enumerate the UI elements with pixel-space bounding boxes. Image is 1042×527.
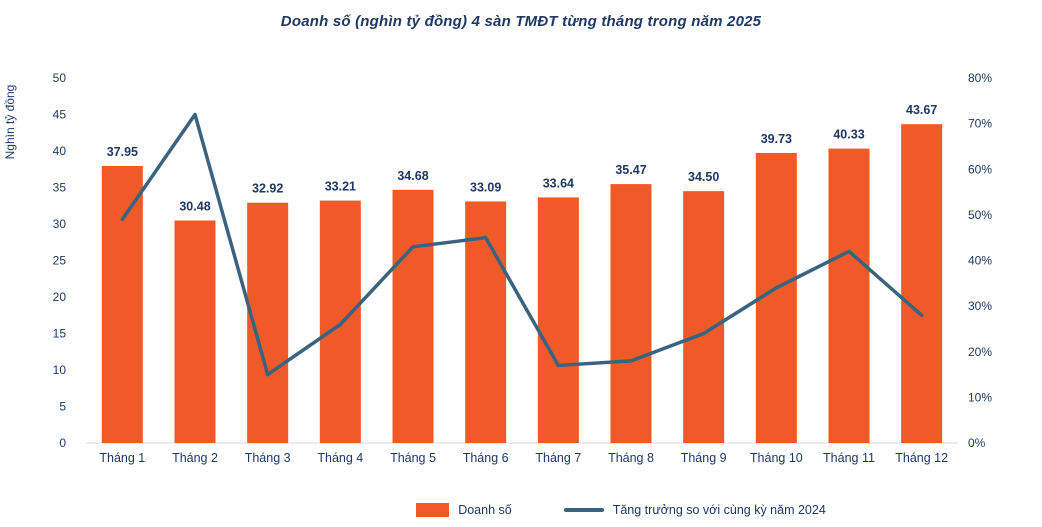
bar-value-label: 37.95 bbox=[107, 145, 138, 159]
bar-thang-4 bbox=[319, 200, 361, 443]
legend-item-doanh-so: Doanh số bbox=[416, 503, 512, 517]
bar-thang-7 bbox=[537, 197, 579, 443]
bar-value-label: 30.48 bbox=[179, 199, 210, 213]
y-right-tick-label: 40% bbox=[968, 254, 992, 268]
x-category-label: Tháng 12 bbox=[895, 451, 948, 465]
bar-value-label: 35.47 bbox=[615, 163, 646, 177]
y-left-tick-label: 40 bbox=[53, 144, 67, 158]
x-category-label: Tháng 2 bbox=[172, 451, 218, 465]
bar-thang-12 bbox=[901, 124, 943, 444]
y-right-tick-label: 0% bbox=[968, 436, 986, 450]
y-right-tick-label: 80% bbox=[968, 71, 992, 85]
legend-line-label: Tăng trưởng so với cùng kỳ năm 2024 bbox=[612, 503, 826, 517]
y-axis-title: Nghìn tỷ đồng bbox=[3, 85, 17, 160]
chart-title: Doanh số (nghìn tỷ đồng) 4 sàn TMĐT từng… bbox=[280, 13, 762, 30]
bar-thang-6 bbox=[465, 201, 507, 443]
chart-legend: Doanh số Tăng trưởng so với cùng kỳ năm … bbox=[100, 503, 1042, 517]
x-category-label: Tháng 7 bbox=[535, 451, 581, 465]
y-left-tick-label: 15 bbox=[53, 327, 67, 341]
y-left-tick-label: 30 bbox=[53, 217, 67, 231]
bar-thang-9 bbox=[683, 191, 725, 443]
x-category-label: Tháng 1 bbox=[99, 451, 145, 465]
y-right-tick-label: 70% bbox=[968, 117, 992, 131]
y-left-tick-label: 25 bbox=[53, 254, 67, 268]
bar-value-label: 39.73 bbox=[761, 132, 792, 146]
bar-value-label: 33.09 bbox=[470, 180, 501, 194]
bar-thang-11 bbox=[828, 148, 870, 443]
growth-line bbox=[120, 112, 924, 377]
x-category-label: Tháng 5 bbox=[390, 451, 436, 465]
bar-thang-8 bbox=[610, 184, 652, 443]
bar-value-label: 40.33 bbox=[833, 128, 864, 142]
x-category-label: Tháng 3 bbox=[245, 451, 291, 465]
y-right-tick-label: 50% bbox=[968, 208, 992, 222]
bar-series-swatch-icon bbox=[416, 503, 450, 517]
legend-item-tang-truong: Tăng trưởng so với cùng kỳ năm 2024 bbox=[563, 503, 826, 517]
bar-value-label: 34.68 bbox=[397, 169, 428, 183]
bar-value-label: 34.50 bbox=[688, 170, 719, 184]
x-category-label: Tháng 6 bbox=[463, 451, 509, 465]
y-left-tick-label: 35 bbox=[53, 181, 67, 195]
y-left-tick-label: 45 bbox=[53, 108, 67, 122]
y-left-tick-label: 20 bbox=[53, 290, 67, 304]
y-left-tick-label: 0 bbox=[59, 436, 66, 450]
y-left-tick-label: 50 bbox=[53, 71, 67, 85]
legend-bar-label: Doanh số bbox=[458, 503, 512, 517]
x-category-label: Tháng 4 bbox=[317, 451, 363, 465]
bar-value-label: 33.21 bbox=[325, 180, 356, 194]
y-right-tick-label: 60% bbox=[968, 162, 992, 176]
bar-thang-5 bbox=[392, 189, 434, 443]
bar-thang-2 bbox=[174, 220, 216, 443]
x-category-label: Tháng 11 bbox=[823, 451, 875, 465]
bar-value-label: 32.92 bbox=[252, 182, 283, 196]
y-right-tick-label: 30% bbox=[968, 299, 992, 313]
bar-value-label: 33.64 bbox=[543, 176, 574, 190]
bar-value-label: 43.67 bbox=[906, 103, 937, 117]
y-left-tick-label: 5 bbox=[59, 400, 66, 414]
x-category-label: Tháng 10 bbox=[750, 451, 803, 465]
bar-thang-1 bbox=[101, 165, 143, 443]
x-category-label: Tháng 9 bbox=[681, 451, 727, 465]
line-series-swatch-icon bbox=[563, 508, 604, 512]
y-left-tick-label: 10 bbox=[53, 363, 67, 377]
y-right-tick-label: 20% bbox=[968, 345, 992, 359]
y-right-tick-label: 10% bbox=[968, 390, 992, 404]
x-category-label: Tháng 8 bbox=[608, 451, 654, 465]
